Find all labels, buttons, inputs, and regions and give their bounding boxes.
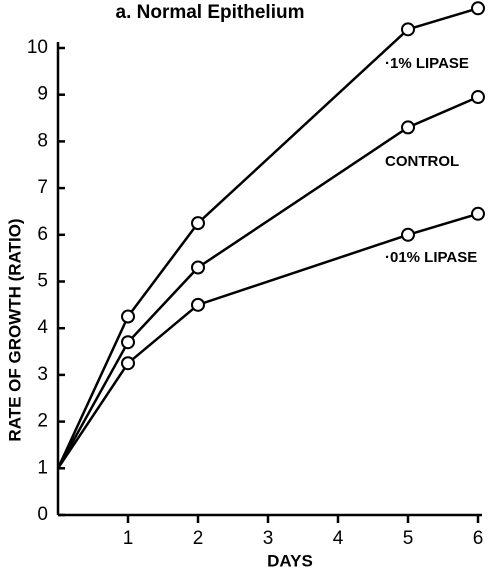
series-label: ·01% LIPASE bbox=[385, 249, 477, 266]
data-point bbox=[191, 297, 205, 312]
y-tick-label: 1 bbox=[37, 457, 48, 478]
x-tick-label: 2 bbox=[193, 528, 204, 549]
data-point bbox=[471, 1, 485, 16]
series-line bbox=[56, 7, 479, 469]
y-axis-label: RATE OF GROWTH (RATIO) bbox=[5, 218, 24, 441]
x-tick-label: 3 bbox=[263, 528, 274, 549]
y-tick-label: 4 bbox=[37, 317, 48, 338]
data-point bbox=[191, 260, 205, 275]
y-tick-label: 9 bbox=[37, 84, 48, 105]
data-point bbox=[121, 335, 135, 350]
series-label: ·1% LIPASE bbox=[385, 55, 469, 72]
x-tick-label: 4 bbox=[333, 528, 344, 549]
data-point bbox=[471, 206, 485, 221]
data-point bbox=[471, 90, 485, 105]
y-tick-label: 0 bbox=[37, 504, 48, 525]
y-tick-label: 10 bbox=[27, 37, 48, 58]
data-point bbox=[121, 356, 135, 371]
data-point bbox=[191, 216, 205, 231]
data-point bbox=[401, 227, 415, 242]
series-label: CONTROL bbox=[385, 153, 459, 170]
x-axis-label: DAYS bbox=[267, 551, 313, 570]
data-point bbox=[121, 309, 135, 324]
x-tick-label: 6 bbox=[473, 528, 484, 549]
y-tick-label: 3 bbox=[37, 364, 48, 385]
y-tick-label: 8 bbox=[37, 130, 48, 151]
y-tick-label: 7 bbox=[37, 177, 48, 198]
y-tick-label: 2 bbox=[37, 411, 48, 432]
x-tick-label: 5 bbox=[403, 528, 414, 549]
data-point bbox=[401, 22, 415, 37]
y-tick-label: 6 bbox=[37, 224, 48, 245]
data-point bbox=[401, 120, 415, 135]
chart-title: a. Normal Epithelium bbox=[116, 2, 305, 23]
x-tick-label: 1 bbox=[123, 528, 134, 549]
y-tick-label: 5 bbox=[37, 271, 48, 292]
